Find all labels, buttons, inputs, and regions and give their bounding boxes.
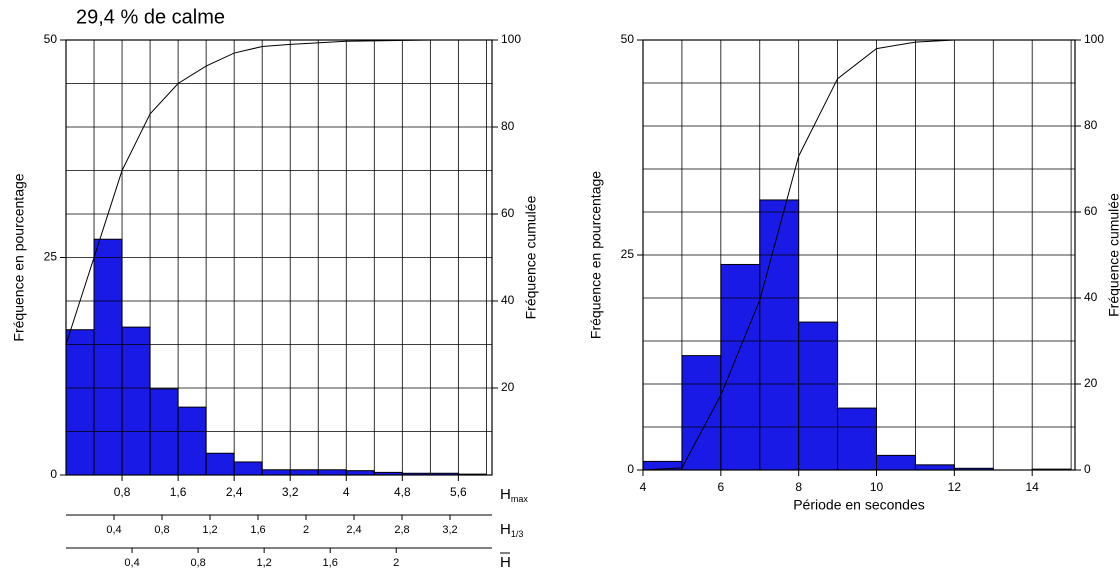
y2-tick-label: 80 (1084, 118, 1098, 132)
y2-axis-label: Fréquence cumulée (523, 195, 539, 319)
y-tick-label: 50 (621, 32, 635, 46)
x-tick-label: 2,4 (226, 485, 243, 499)
y-tick-label: 25 (44, 250, 58, 264)
x-tick-label: 3,2 (442, 524, 457, 536)
axis-subscript: max (511, 494, 529, 504)
y2-tick-label: 40 (501, 293, 515, 307)
y2-tick-label: 0 (1084, 462, 1091, 476)
x-tick-label: 3,2 (282, 485, 299, 499)
bar (720, 263, 761, 471)
axis-symbol: H (500, 486, 511, 503)
x-tick-label: 4 (343, 485, 350, 499)
y-tick-label: 50 (44, 32, 58, 46)
x-tick-label: 0,8 (154, 524, 169, 536)
x-tick-label: 0,4 (106, 524, 121, 536)
bar (289, 469, 319, 476)
x-tick-label: 10 (870, 480, 884, 494)
bar (149, 388, 179, 476)
x-tick-label: 5,6 (450, 485, 467, 499)
x-tick-label: 0,8 (190, 557, 205, 569)
bar (261, 469, 291, 476)
x-tick-label: 2,8 (394, 524, 409, 536)
axis-symbol: H (500, 521, 511, 538)
chart-title: 29,4 % de calme (76, 6, 225, 28)
bar (233, 461, 263, 476)
x-tick-label: 8 (795, 480, 802, 494)
x-axis-label: H1/3 (500, 521, 523, 539)
x-axis-label: Hmax (500, 486, 528, 504)
y2-tick-label: 100 (501, 32, 521, 46)
x-tick-label: 2 (393, 557, 399, 569)
x-tick-label: 1,6 (323, 557, 338, 569)
bar (798, 321, 839, 471)
x-tick-label: 0,8 (114, 485, 131, 499)
bar (345, 470, 375, 476)
x-tick-label: 12 (948, 480, 962, 494)
y2-tick-label: 20 (1084, 376, 1098, 390)
y2-tick-label: 20 (501, 380, 515, 394)
y-tick-label: 25 (621, 247, 635, 261)
y-axis-label: Fréquence en pourcentage (588, 171, 604, 339)
x-tick-label: 14 (1026, 480, 1040, 494)
y2-axis-label: Fréquence cumulée (1106, 193, 1120, 317)
bar (837, 407, 878, 471)
bar (317, 469, 347, 476)
x-tick-label: 2,4 (346, 524, 361, 536)
y-axis-label: Fréquence en pourcentage (11, 173, 27, 341)
bar (121, 326, 151, 476)
bar (205, 452, 235, 476)
y-tick-label: 0 (627, 462, 634, 476)
y2-tick-label: 40 (1084, 290, 1098, 304)
y2-tick-label: 80 (501, 119, 515, 133)
x-tick-label: 6 (717, 480, 724, 494)
cumulative-line (65, 39, 487, 345)
y2-tick-label: 60 (1084, 204, 1098, 218)
bar (876, 454, 916, 471)
bar (177, 406, 207, 476)
axis-symbol: H (500, 554, 511, 571)
x-tick-label: 0,4 (124, 557, 139, 569)
x-axis-label: H (500, 554, 511, 571)
bar (65, 329, 95, 476)
x-tick-label: 4,8 (394, 485, 411, 499)
axis-subscript: 1/3 (511, 529, 524, 539)
x-tick-label: 1,2 (202, 524, 217, 536)
x-axis-label: Période en secondes (793, 497, 925, 513)
y2-tick-label: 60 (501, 206, 515, 220)
x-tick-label: 4 (640, 480, 647, 494)
bar (759, 199, 800, 471)
cumulative-line (642, 39, 1072, 471)
bar (914, 464, 955, 471)
bar (681, 355, 722, 471)
x-tick-label: 1,2 (256, 557, 271, 569)
y2-tick-label: 100 (1084, 32, 1104, 46)
bar (93, 238, 123, 476)
x-tick-label: 2 (303, 524, 309, 536)
y-tick-label: 0 (50, 467, 57, 481)
x-tick-label: 1,6 (170, 485, 187, 499)
x-tick-label: 1,6 (250, 524, 265, 536)
